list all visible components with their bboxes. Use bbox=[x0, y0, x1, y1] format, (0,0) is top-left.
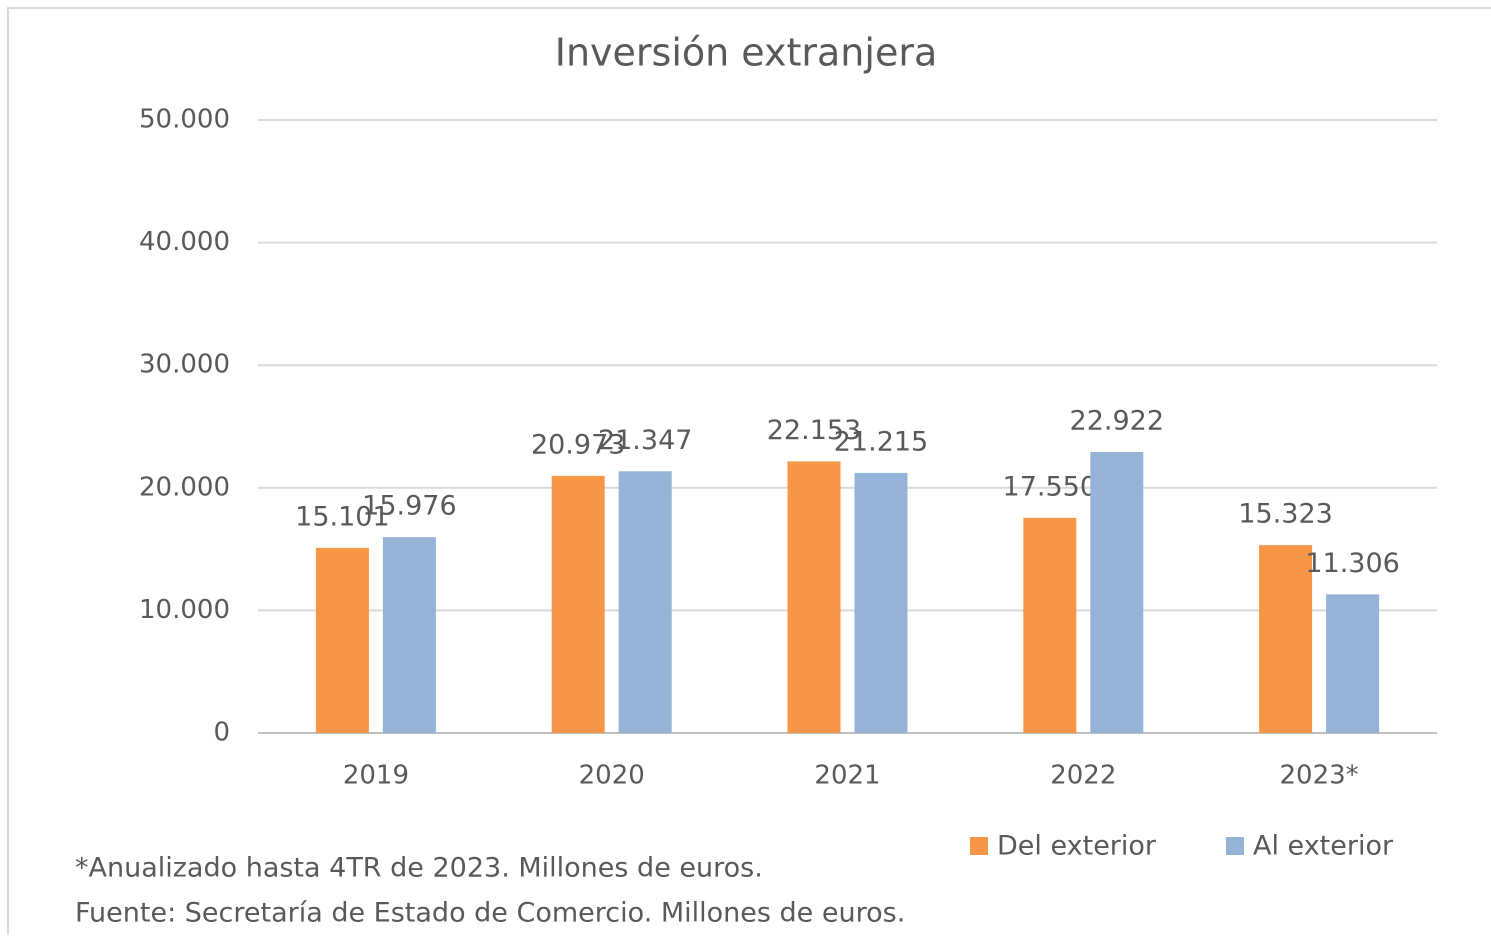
y-tick-label: 0 bbox=[213, 718, 230, 748]
y-tick-label: 10.000 bbox=[139, 595, 230, 625]
footnote: Fuente: Secretaría de Estado de Comercio… bbox=[75, 898, 905, 929]
bar bbox=[1259, 545, 1313, 733]
y-tick-label: 30.000 bbox=[139, 350, 230, 380]
legend-label: Del exterior bbox=[997, 831, 1157, 862]
bar bbox=[1326, 594, 1380, 733]
data-label: 15.101 bbox=[295, 501, 389, 532]
bar bbox=[315, 547, 369, 733]
legend-swatch bbox=[970, 837, 988, 855]
data-label: 20.973 bbox=[531, 429, 625, 460]
bar bbox=[787, 461, 841, 733]
data-label: 22.153 bbox=[767, 415, 861, 446]
legend-swatch bbox=[1226, 837, 1244, 855]
bar bbox=[618, 471, 672, 733]
chart-title: Inversión extranjera bbox=[555, 31, 938, 75]
bar bbox=[1023, 517, 1077, 733]
x-tick-label: 2020 bbox=[579, 761, 645, 791]
bar bbox=[1090, 451, 1144, 733]
data-label: 15.323 bbox=[1238, 499, 1332, 530]
data-label: 11.306 bbox=[1305, 548, 1399, 579]
legend-label: Al exterior bbox=[1253, 831, 1394, 862]
data-label: 21.215 bbox=[834, 426, 928, 457]
y-tick-label: 40.000 bbox=[139, 227, 230, 257]
x-tick-label: 2023* bbox=[1280, 761, 1359, 791]
data-label: 17.550 bbox=[1003, 471, 1097, 502]
chart-frame bbox=[7, 7, 1491, 939]
bar bbox=[382, 537, 436, 733]
bar bbox=[854, 472, 908, 733]
x-tick-label: 2022 bbox=[1050, 761, 1116, 791]
data-label: 15.976 bbox=[362, 491, 456, 522]
x-tick-label: 2019 bbox=[343, 761, 409, 791]
bar bbox=[551, 475, 605, 733]
footnote: *Anualizado hasta 4TR de 2023. Millones … bbox=[75, 853, 763, 884]
x-tick-label: 2021 bbox=[814, 761, 880, 791]
y-tick-label: 20.000 bbox=[139, 472, 230, 502]
data-label: 21.347 bbox=[598, 425, 692, 456]
y-tick-label: 50.000 bbox=[139, 105, 230, 135]
data-label: 22.922 bbox=[1070, 405, 1164, 436]
